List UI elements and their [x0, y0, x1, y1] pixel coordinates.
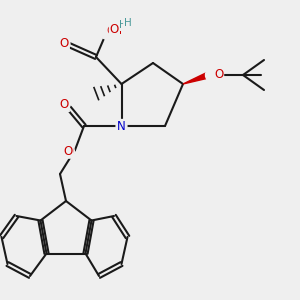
Text: O: O: [64, 145, 74, 158]
Circle shape: [116, 121, 127, 131]
Text: O: O: [60, 98, 69, 112]
Text: O: O: [64, 145, 73, 158]
Circle shape: [206, 68, 220, 82]
Text: O: O: [214, 68, 224, 82]
Text: O: O: [60, 37, 69, 50]
Text: O: O: [60, 37, 69, 50]
Text: O: O: [110, 23, 118, 36]
Text: N: N: [117, 119, 126, 133]
Text: OH: OH: [106, 26, 122, 37]
Text: H: H: [124, 18, 131, 28]
Text: O: O: [60, 98, 69, 112]
Circle shape: [59, 38, 70, 49]
Polygon shape: [183, 72, 209, 84]
Text: N: N: [117, 119, 126, 133]
Circle shape: [64, 146, 74, 157]
Circle shape: [59, 100, 70, 110]
Circle shape: [99, 24, 114, 39]
Text: H: H: [119, 20, 127, 31]
Text: O: O: [213, 68, 222, 82]
